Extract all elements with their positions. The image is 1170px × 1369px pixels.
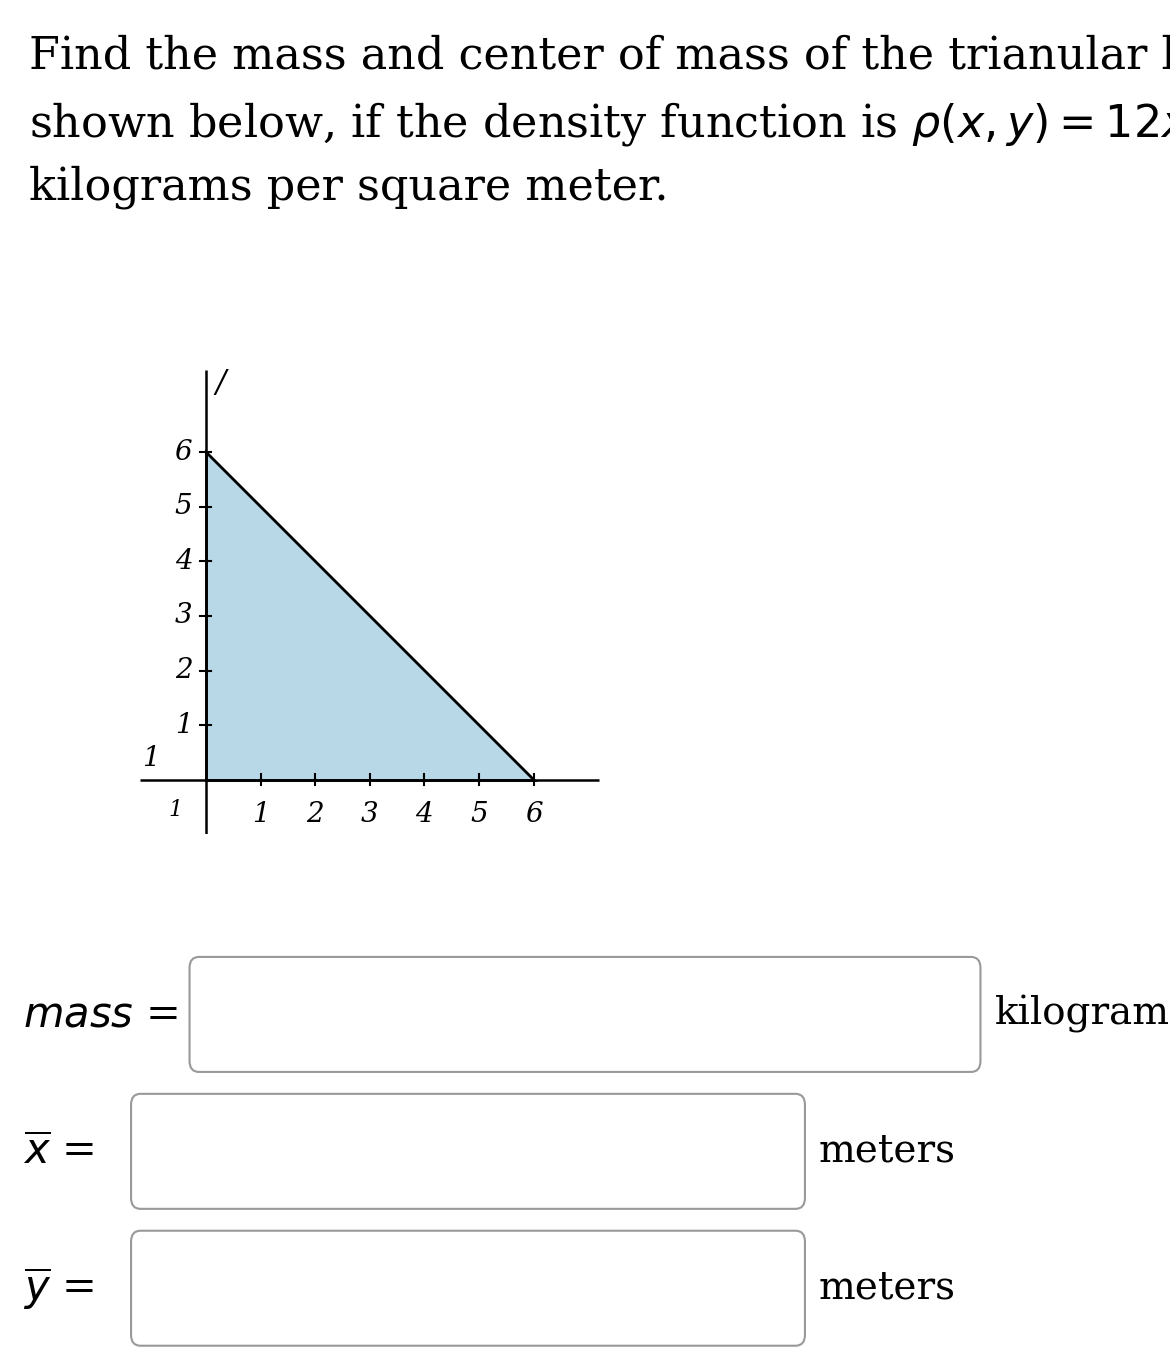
Text: 1: 1: [168, 798, 183, 821]
Text: 2: 2: [174, 657, 192, 684]
Text: shown below, if the density function is $\rho(x, y) = 12x$: shown below, if the density function is …: [29, 100, 1170, 148]
Text: kilograms: kilograms: [994, 995, 1170, 1034]
Text: $\overline{y}$ =: $\overline{y}$ =: [23, 1265, 95, 1312]
Text: 5: 5: [470, 801, 488, 827]
Text: 5: 5: [174, 493, 192, 520]
Text: meters: meters: [819, 1269, 956, 1307]
Text: $mass$ =: $mass$ =: [23, 994, 179, 1035]
Text: 2: 2: [307, 801, 324, 827]
Text: kilograms per square meter.: kilograms per square meter.: [29, 166, 669, 209]
Text: $\overline{x}$ =: $\overline{x}$ =: [23, 1131, 95, 1172]
Text: 4: 4: [174, 548, 192, 575]
Text: 6: 6: [174, 438, 192, 465]
Text: 3: 3: [174, 602, 192, 630]
Text: 4: 4: [415, 801, 433, 827]
Text: 6: 6: [524, 801, 543, 827]
Text: meters: meters: [819, 1132, 956, 1170]
Text: 1: 1: [174, 712, 192, 739]
Text: 3: 3: [360, 801, 379, 827]
Text: 1: 1: [143, 745, 160, 772]
Polygon shape: [206, 452, 534, 780]
Text: 1: 1: [252, 801, 269, 827]
Text: Find the mass and center of mass of the trianular lamina: Find the mass and center of mass of the …: [29, 34, 1170, 78]
Text: /: /: [215, 367, 226, 398]
